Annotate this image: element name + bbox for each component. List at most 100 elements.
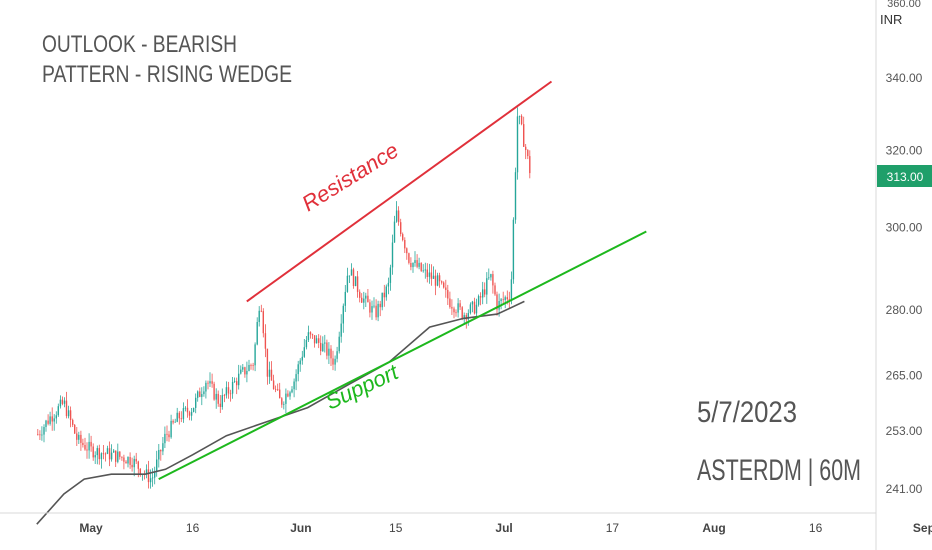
candle-body	[371, 306, 373, 313]
candle-body	[326, 342, 328, 356]
candle-body	[455, 312, 457, 314]
candle-body	[469, 304, 472, 314]
candle-body	[303, 347, 305, 357]
candle-body	[236, 381, 238, 386]
candle-body	[260, 310, 262, 312]
candle-body	[443, 282, 445, 288]
y-tick-label: 340.00	[886, 71, 923, 85]
candle-body	[274, 389, 277, 390]
candle-body	[397, 210, 400, 223]
candle-body	[125, 461, 127, 464]
candle-body	[484, 289, 486, 295]
time-axis[interactable]: May 16 Jun 15 Jul 17 Aug 16 Sep	[79, 521, 932, 535]
candle-body	[250, 365, 252, 366]
candle-body	[361, 297, 363, 303]
candle-body	[84, 445, 86, 450]
candle-body	[252, 365, 254, 366]
candle-body	[313, 335, 316, 344]
candle-body	[113, 450, 115, 453]
candle-body	[256, 322, 258, 345]
candle-body	[430, 272, 433, 279]
candle-body	[215, 393, 217, 400]
candle-body	[295, 374, 297, 382]
candle-body	[381, 292, 383, 308]
candle-body	[223, 395, 226, 396]
candle-body	[233, 381, 236, 382]
candle-body	[197, 391, 199, 398]
candle-body	[90, 441, 92, 447]
candle-body	[102, 453, 105, 455]
candle-body	[297, 364, 299, 375]
candle-body	[318, 338, 320, 343]
candle-body	[451, 307, 453, 309]
candle-body	[479, 296, 482, 298]
candle-body	[359, 291, 361, 298]
candle-body	[47, 420, 49, 424]
candle-body	[211, 381, 213, 384]
candle-body	[246, 370, 248, 375]
x-tick-label: Jul	[495, 521, 512, 535]
candle-body	[39, 434, 41, 436]
y-tick-label: 280.00	[886, 303, 923, 317]
candle-body	[441, 281, 443, 283]
candle-body	[254, 344, 256, 366]
candle-body	[49, 416, 51, 424]
candle-body	[514, 172, 517, 220]
candle-body	[338, 336, 340, 352]
candle-body	[494, 285, 496, 295]
candle-body	[272, 380, 275, 389]
candle-body	[37, 434, 39, 436]
candle-body	[264, 333, 267, 349]
candle-body	[108, 448, 111, 460]
candle-body	[221, 395, 223, 407]
candle-body	[432, 275, 435, 279]
candle-body	[529, 156, 531, 174]
candle-body	[190, 411, 193, 416]
ticker-annotation: ASTERDM | 60M	[697, 454, 861, 487]
candle-body	[178, 412, 180, 419]
x-tick-label: 16	[809, 521, 823, 535]
candle-body	[139, 468, 141, 475]
candle-body	[174, 421, 176, 423]
candle-body	[78, 434, 80, 440]
candle-body	[490, 274, 492, 278]
candle-body	[379, 303, 381, 308]
candle-body	[219, 403, 221, 407]
candle-body	[461, 307, 463, 319]
candle-body	[133, 458, 135, 468]
candle-body	[61, 399, 64, 404]
candle-body	[164, 433, 166, 444]
candle-body	[406, 248, 408, 254]
candle-body	[162, 443, 164, 452]
price-axis[interactable]: 241.00 253.00 265.00 280.00 300.00 320.00 340.…	[886, 71, 923, 496]
x-tick-label: May	[79, 521, 103, 535]
candle-body	[334, 358, 336, 365]
candle-body	[518, 115, 521, 117]
candle-body	[363, 298, 365, 303]
candle-body	[467, 313, 469, 320]
resistance-trendline[interactable]	[246, 80, 553, 303]
candle-body	[285, 393, 287, 404]
candle-body	[416, 260, 418, 267]
candle-body	[268, 369, 271, 377]
candle-body	[209, 381, 211, 384]
candle-body	[520, 115, 523, 125]
candle-body	[410, 263, 412, 268]
candle-body	[195, 397, 197, 408]
candle-body	[154, 471, 156, 478]
candle-body	[428, 272, 431, 277]
candle-body	[283, 403, 285, 405]
support-trendline[interactable]	[158, 230, 647, 480]
candle-body	[45, 420, 47, 427]
candle-body	[217, 393, 219, 404]
candle-body	[500, 299, 502, 301]
candle-body	[463, 315, 465, 319]
candle-body	[115, 450, 117, 462]
candle-body	[307, 332, 310, 340]
candle-body	[342, 305, 344, 324]
x-tick-label: Aug	[702, 521, 725, 535]
candle-body	[305, 340, 308, 348]
candle-body	[447, 290, 449, 299]
